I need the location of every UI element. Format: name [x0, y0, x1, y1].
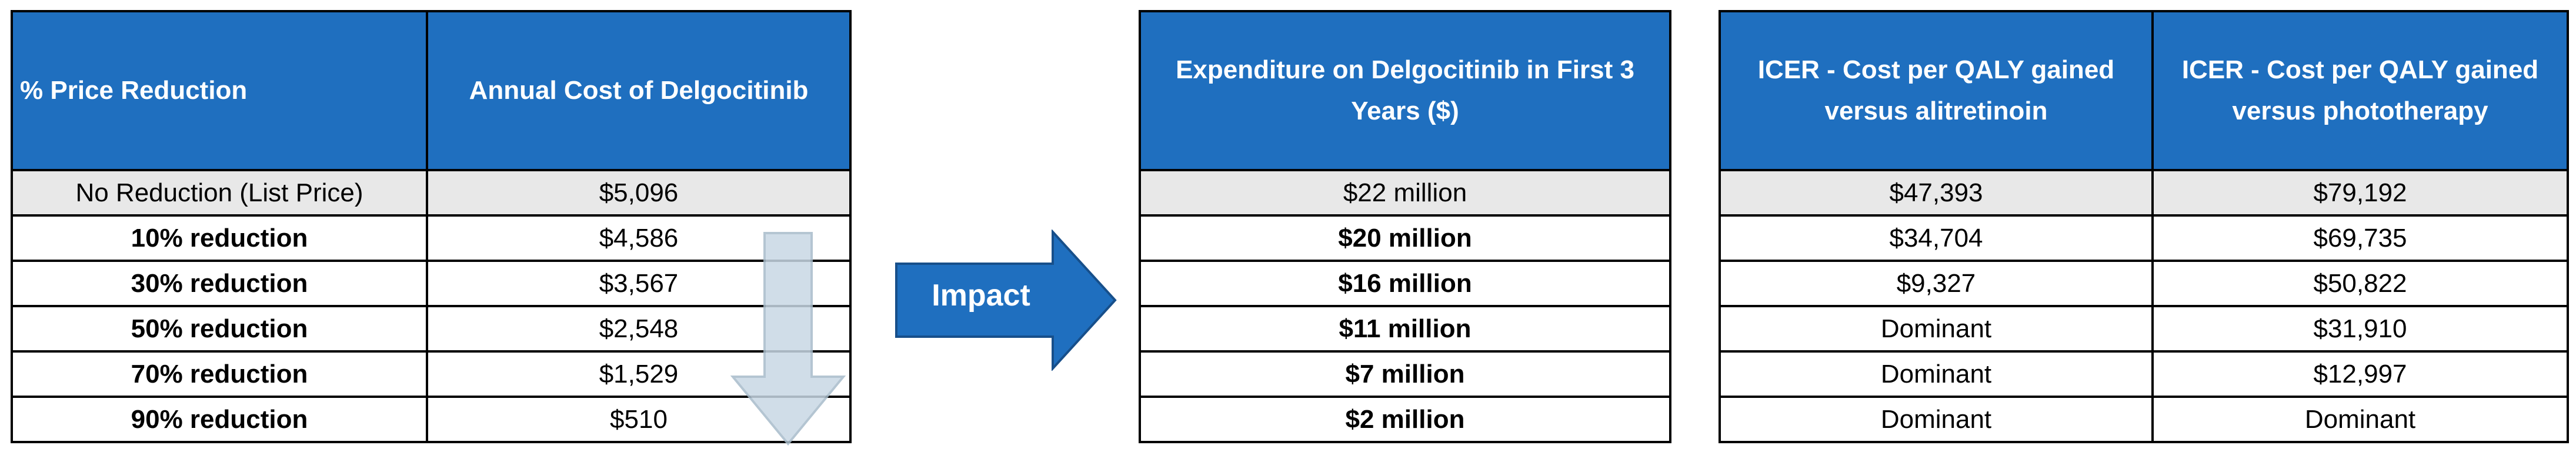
- table-row: Dominant $12,997: [1719, 350, 2569, 398]
- table-header-row: Expenditure on Delgocitinib in First 3 Y…: [1139, 10, 1671, 171]
- table-row: $11 million: [1139, 305, 1671, 353]
- reduction-cell: No Reduction (List Price): [11, 169, 428, 217]
- expenditure-cell: $2 million: [1139, 396, 1671, 443]
- table-row: 30% reduction $3,567: [11, 260, 852, 307]
- impact-label: Impact: [932, 278, 1030, 313]
- annual-cost-header: Annual Cost of Delgocitinib: [426, 10, 852, 171]
- expenditure-cell: $20 million: [1139, 214, 1671, 262]
- reduction-cell: 30% reduction: [11, 260, 428, 307]
- table-row: $7 million: [1139, 350, 1671, 398]
- expenditure-table: Expenditure on Delgocitinib in First 3 Y…: [1139, 10, 1671, 443]
- icer-phototherapy-header: ICER - Cost per QALY gained versus photo…: [2151, 10, 2569, 171]
- icer-phototherapy-cell: Dominant: [2151, 396, 2569, 443]
- price-reduction-header: % Price Reduction: [11, 10, 428, 171]
- table-row: 90% reduction $510: [11, 396, 852, 443]
- reduction-cell: 50% reduction: [11, 305, 428, 353]
- icer-phototherapy-cell: $50,822: [2151, 260, 2569, 307]
- table-row: $9,327 $50,822: [1719, 260, 2569, 307]
- down-arrow-icon: [730, 232, 846, 446]
- reduction-cell: 70% reduction: [11, 350, 428, 398]
- icer-alitretinoin-cell: $34,704: [1719, 214, 2154, 262]
- icer-table: ICER - Cost per QALY gained versus alitr…: [1719, 10, 2569, 443]
- table-row: 50% reduction $2,548: [11, 305, 852, 353]
- right-arrow-icon: [895, 230, 1117, 371]
- reduction-cell: 10% reduction: [11, 214, 428, 262]
- annual-cost-cell: $5,096: [426, 169, 852, 217]
- icer-alitretinoin-header: ICER - Cost per QALY gained versus alitr…: [1719, 10, 2154, 171]
- reduction-cell: 90% reduction: [11, 396, 428, 443]
- icer-alitretinoin-cell: Dominant: [1719, 350, 2154, 398]
- expenditure-header: Expenditure on Delgocitinib in First 3 Y…: [1139, 10, 1671, 171]
- icer-alitretinoin-cell: Dominant: [1719, 396, 2154, 443]
- table-row: $47,393 $79,192: [1719, 169, 2569, 217]
- table-header-row: ICER - Cost per QALY gained versus alitr…: [1719, 10, 2569, 171]
- expenditure-cell: $22 million: [1139, 169, 1671, 217]
- expenditure-cell: $7 million: [1139, 350, 1671, 398]
- table-row: Dominant Dominant: [1719, 396, 2569, 443]
- table-row: $20 million: [1139, 214, 1671, 262]
- table-row: $22 million: [1139, 169, 1671, 217]
- price-reduction-table: % Price Reduction Annual Cost of Delgoci…: [11, 10, 852, 443]
- table-row: Dominant $31,910: [1719, 305, 2569, 353]
- expenditure-cell: $16 million: [1139, 260, 1671, 307]
- table-row: $2 million: [1139, 396, 1671, 443]
- table-header-row: % Price Reduction Annual Cost of Delgoci…: [11, 10, 852, 171]
- expenditure-cell: $11 million: [1139, 305, 1671, 353]
- table-row: $16 million: [1139, 260, 1671, 307]
- table-row: 70% reduction $1,529: [11, 350, 852, 398]
- icer-alitretinoin-cell: $47,393: [1719, 169, 2154, 217]
- icer-phototherapy-cell: $79,192: [2151, 169, 2569, 217]
- icer-phototherapy-cell: $69,735: [2151, 214, 2569, 262]
- table-row: 10% reduction $4,586: [11, 214, 852, 262]
- icer-phototherapy-cell: $31,910: [2151, 305, 2569, 353]
- table-row: No Reduction (List Price) $5,096: [11, 169, 852, 217]
- icer-alitretinoin-cell: Dominant: [1719, 305, 2154, 353]
- icer-alitretinoin-cell: $9,327: [1719, 260, 2154, 307]
- table-row: $34,704 $69,735: [1719, 214, 2569, 262]
- icer-phototherapy-cell: $12,997: [2151, 350, 2569, 398]
